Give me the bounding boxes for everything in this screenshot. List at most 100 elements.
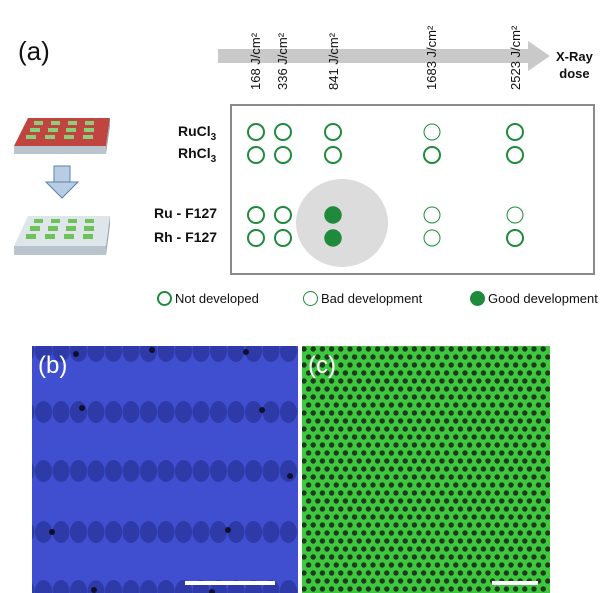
dot: [545, 450, 550, 456]
bad-development-symbol: [303, 291, 318, 306]
dot: [545, 434, 550, 440]
dot: [517, 434, 523, 440]
dot: [379, 450, 385, 456]
dot: [407, 530, 413, 536]
pit: [52, 521, 70, 543]
sample-not-r0-c0: [247, 123, 265, 141]
dot: [338, 458, 344, 464]
dot: [347, 522, 353, 528]
dot: [328, 538, 335, 544]
dot: [351, 434, 358, 440]
dot: [324, 530, 330, 536]
dot: [494, 426, 500, 432]
dot: [503, 522, 510, 528]
dot: [531, 490, 537, 496]
dot: [407, 498, 413, 504]
dot: [430, 586, 436, 592]
dot: [420, 362, 427, 368]
panel-a-label: (a): [18, 36, 50, 66]
dot: [466, 394, 473, 400]
dot: [393, 458, 399, 464]
dot: [315, 482, 321, 488]
dot: [315, 498, 321, 504]
dot: [430, 426, 436, 432]
dot: [466, 458, 473, 464]
dot: [476, 346, 482, 352]
dot: [545, 546, 550, 552]
dot: [411, 538, 418, 544]
dot: [370, 498, 376, 504]
pit: [157, 460, 175, 482]
dot: [388, 354, 395, 360]
dot: [407, 578, 413, 584]
dot: [365, 442, 372, 448]
dot: [476, 426, 482, 432]
dose-label-2523: 2523 J/cm²: [508, 25, 523, 90]
dot: [434, 370, 441, 376]
dot: [302, 410, 307, 416]
dot: [439, 410, 445, 416]
dot: [338, 490, 344, 496]
dot: [476, 586, 482, 592]
dot: [430, 538, 436, 544]
dot: [388, 466, 395, 472]
dot: [485, 474, 491, 480]
dot: [476, 490, 482, 496]
dot: [397, 578, 404, 584]
panel-b-label: (b): [38, 352, 68, 379]
dot: [489, 514, 496, 520]
dot: [397, 450, 404, 456]
dot: [342, 514, 349, 520]
dot: [324, 386, 330, 392]
dot: [393, 490, 399, 496]
dot: [430, 458, 436, 464]
dot: [522, 378, 528, 384]
dot: [361, 354, 367, 360]
pit: [87, 401, 105, 423]
dot: [499, 546, 505, 552]
dot: [384, 506, 390, 512]
dot: [379, 482, 385, 488]
pit: [280, 401, 297, 423]
dot: [540, 570, 546, 576]
dot: [319, 490, 326, 496]
dot: [315, 418, 321, 424]
dot: [374, 554, 381, 560]
dot: [471, 498, 477, 504]
dot: [411, 378, 418, 384]
pit: [122, 521, 140, 543]
dot: [535, 402, 542, 408]
pit: [35, 346, 52, 362]
dot: [393, 554, 399, 560]
dot: [393, 426, 399, 432]
dot: [512, 362, 519, 368]
dot: [508, 386, 514, 392]
dot: [379, 386, 385, 392]
dot: [342, 530, 349, 536]
dot: [522, 442, 528, 448]
dot: [338, 394, 344, 400]
dot: [448, 410, 454, 416]
dot: [508, 402, 514, 408]
dot: [480, 450, 487, 456]
dot: [393, 474, 399, 480]
dot: [328, 346, 335, 352]
dot: [365, 346, 372, 352]
dot: [397, 386, 404, 392]
panel-b-micrograph: (b): [32, 346, 298, 593]
dot: [508, 466, 514, 472]
dot: [365, 490, 372, 496]
dot: [540, 442, 546, 448]
dot: [402, 554, 408, 560]
dot: [453, 370, 459, 376]
dot: [397, 418, 404, 424]
dot: [305, 498, 312, 504]
dot: [347, 394, 353, 400]
sample-not-r3-c0: [247, 229, 265, 247]
dot: [425, 370, 431, 376]
dot: [397, 482, 404, 488]
dot: [517, 466, 523, 472]
dot: [328, 506, 335, 512]
dot: [485, 570, 491, 576]
dot: [347, 538, 353, 544]
